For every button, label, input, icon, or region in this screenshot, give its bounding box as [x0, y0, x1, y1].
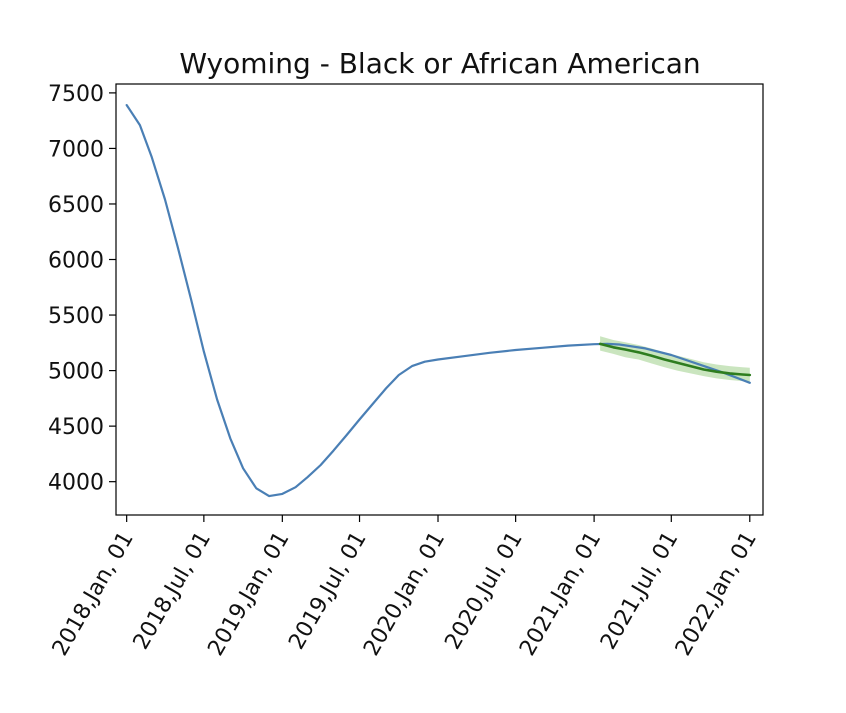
y-tick-label: 7000 [48, 137, 104, 162]
series-line-actual [125, 103, 751, 498]
series-layer [125, 103, 752, 498]
series-line-forecast [598, 342, 752, 377]
y-tick-label: 7500 [48, 82, 104, 107]
y-axis: 4000 4500 5000 5500 6000 6500 7000 7500 [48, 82, 116, 496]
x-tick-label: 2018,Jan, 01 [48, 528, 139, 661]
y-tick-label: 6000 [48, 249, 104, 274]
chart-title: Wyoming - Black or African American [179, 47, 700, 80]
x-tick-label: 2022,Jan, 01 [671, 528, 762, 661]
y-tick-label: 5500 [48, 304, 104, 329]
y-tick-label: 6500 [48, 193, 104, 218]
y-tick-label: 4000 [48, 471, 104, 496]
x-tick-label: 2021,Jul, 01 [596, 528, 683, 654]
x-tick-label: 2018,Jul, 01 [129, 528, 216, 654]
plot-frame [115, 83, 764, 516]
x-tick-label: 2019,Jan, 01 [203, 528, 294, 661]
y-tick-label: 5000 [48, 360, 104, 385]
x-tick-label: 2020,Jan, 01 [359, 528, 450, 661]
x-tick-label: 2021,Jan, 01 [515, 528, 606, 661]
x-tick-label: 2020,Jul, 01 [440, 528, 527, 654]
y-tick-label: 4500 [48, 415, 104, 440]
x-tick-label: 2019,Jul, 01 [284, 528, 371, 654]
